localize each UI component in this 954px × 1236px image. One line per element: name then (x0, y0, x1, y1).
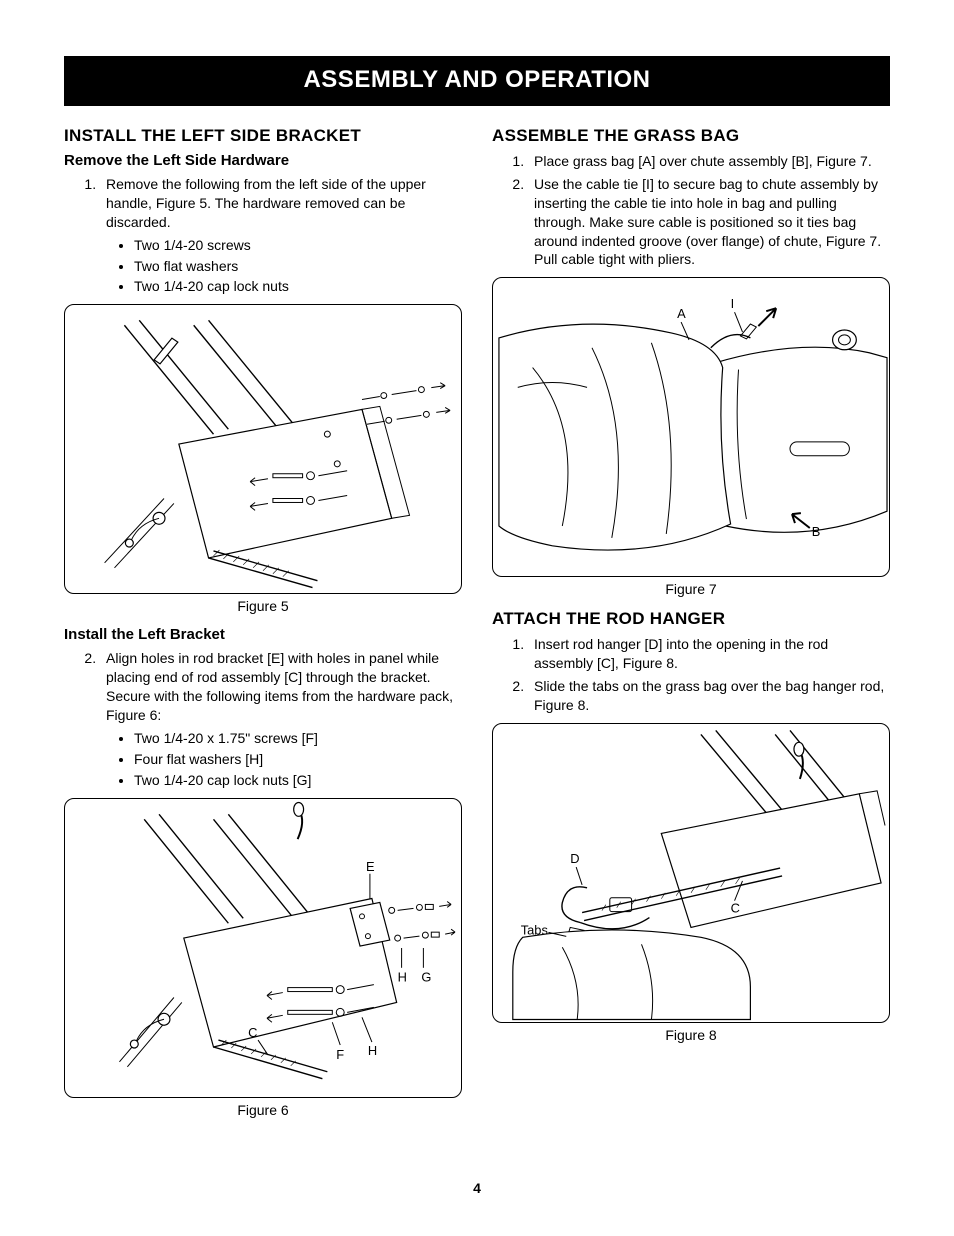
step-2-text: Align holes in rod bracket [E] with hole… (106, 650, 453, 723)
heading-assemble-grass-bag: ASSEMBLE THE GRASS BAG (492, 126, 890, 146)
figure-7-caption: Figure 7 (492, 581, 890, 597)
bullet-locknuts: Two 1/4-20 cap lock nuts (134, 277, 462, 296)
two-column-layout: INSTALL THE LEFT SIDE BRACKET Remove the… (64, 126, 890, 1130)
fig8-label-d: D (570, 851, 579, 866)
figure-5 (64, 304, 462, 594)
step-2-cable-tie: Use the cable tie [I] to secure bag to c… (528, 175, 890, 269)
hardware-pack-list: Two 1/4-20 x 1.75" screws [F] Four flat … (106, 729, 462, 790)
figure-7: I A B (492, 277, 890, 577)
banner-title: ASSEMBLY AND OPERATION (64, 56, 890, 106)
removed-parts-list: Two 1/4-20 screws Two flat washers Two 1… (106, 236, 462, 297)
left-column: INSTALL THE LEFT SIDE BRACKET Remove the… (64, 126, 462, 1130)
figure-5-caption: Figure 5 (64, 598, 462, 614)
fig7-label-b: B (812, 524, 821, 539)
bullet-washers: Two flat washers (134, 257, 462, 276)
fig8-label-tabs: Tabs (521, 922, 548, 937)
bullet-locknuts-g: Two 1/4-20 cap lock nuts [G] (134, 771, 462, 790)
fig6-label-g: G (421, 969, 431, 984)
fig6-label-h: H (398, 969, 407, 984)
step-1-text: Remove the following from the left side … (106, 176, 426, 230)
fig6-label-h2: H (368, 1042, 377, 1057)
figure-8: D C Tabs (492, 723, 890, 1023)
step-1-remove: Remove the following from the left side … (100, 175, 462, 296)
bullet-screws: Two 1/4-20 screws (134, 236, 462, 255)
fig6-label-c: C (248, 1025, 257, 1040)
install-bracket-steps: Align holes in rod bracket [E] with hole… (64, 649, 462, 789)
grass-bag-steps: Place grass bag [A] over chute assembly … (492, 152, 890, 269)
figure-6-caption: Figure 6 (64, 1102, 462, 1118)
step-2-slide-tabs: Slide the tabs on the grass bag over the… (528, 677, 890, 715)
fig8-label-c: C (731, 901, 740, 916)
step-2-align: Align holes in rod bracket [E] with hole… (100, 649, 462, 789)
fig6-label-e: E (366, 858, 375, 873)
fig7-label-a: A (677, 306, 686, 321)
remove-hardware-steps: Remove the following from the left side … (64, 175, 462, 296)
bullet-screws-f: Two 1/4-20 x 1.75" screws [F] (134, 729, 462, 748)
bullet-washers-h: Four flat washers [H] (134, 750, 462, 769)
rod-hanger-steps: Insert rod hanger [D] into the opening i… (492, 635, 890, 715)
subheading-install-bracket: Install the Left Bracket (64, 626, 462, 643)
figure-6: E H G C F H (64, 798, 462, 1098)
subheading-remove-hardware: Remove the Left Side Hardware (64, 152, 462, 169)
step-1-insert-rod: Insert rod hanger [D] into the opening i… (528, 635, 890, 673)
page-number: 4 (64, 1180, 890, 1196)
step-1-place-bag: Place grass bag [A] over chute assembly … (528, 152, 890, 171)
heading-attach-rod-hanger: ATTACH THE ROD HANGER (492, 609, 890, 629)
fig7-label-i: I (731, 297, 735, 312)
fig6-label-f: F (336, 1046, 344, 1061)
figure-8-caption: Figure 8 (492, 1027, 890, 1043)
heading-install-left-bracket: INSTALL THE LEFT SIDE BRACKET (64, 126, 462, 146)
right-column: ASSEMBLE THE GRASS BAG Place grass bag [… (492, 126, 890, 1130)
